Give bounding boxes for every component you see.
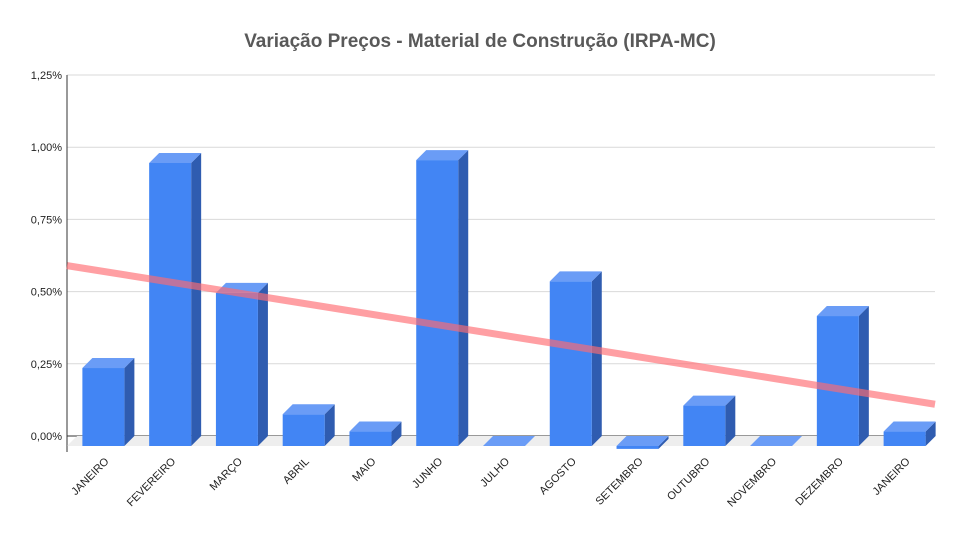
bar-top xyxy=(483,436,535,446)
bar-front xyxy=(149,162,192,446)
y-tick-label: 1,25% xyxy=(31,70,62,82)
x-tick-label: JANEIRO xyxy=(69,455,112,498)
bar xyxy=(683,395,736,446)
x-tick-label: JUNHO xyxy=(410,455,446,491)
x-axis: JANEIRO FEVEREIRO MARÇO ABRIL MAIO JUNHO JULHO… xyxy=(69,455,913,509)
bar-top xyxy=(82,358,135,369)
x-tick-label: AGOSTO xyxy=(537,455,579,497)
bar xyxy=(616,436,669,449)
bar-front xyxy=(282,414,325,446)
x-tick-label: JULHO xyxy=(478,455,512,489)
bar-side xyxy=(458,150,469,446)
bar-top xyxy=(816,306,869,317)
bar-side xyxy=(324,404,335,446)
bar-front xyxy=(215,292,258,446)
bar-top xyxy=(282,404,335,415)
trendline-path xyxy=(66,262,936,408)
bar-front xyxy=(683,405,726,446)
x-tick-label: MARÇO xyxy=(208,455,246,493)
bar-top xyxy=(883,421,936,432)
x-tick-label: ABRIL xyxy=(281,456,312,487)
y-axis: 0,00% 0,25% 0,50% 0,75% 1,00% 1,25% xyxy=(31,70,68,452)
bar-side xyxy=(124,358,135,446)
bar-side xyxy=(725,395,736,446)
x-tick-label: JANEIRO xyxy=(871,455,914,498)
bar xyxy=(149,152,202,446)
bar xyxy=(883,421,936,446)
bar-top xyxy=(750,436,803,446)
bar-side xyxy=(591,271,602,446)
bar xyxy=(282,404,335,446)
bar-side xyxy=(858,306,869,446)
x-tick-label: FEVEREIRO xyxy=(125,455,179,509)
y-tick-label: 0,50% xyxy=(31,287,62,299)
bar-side xyxy=(391,421,402,446)
bar xyxy=(215,282,268,446)
bar xyxy=(82,358,135,446)
y-tick-label: 1,00% xyxy=(31,142,62,154)
bar-top xyxy=(349,421,402,432)
bar-front xyxy=(416,160,459,446)
bar-top xyxy=(416,150,469,161)
x-tick-label: DEZEMBRO xyxy=(793,455,846,508)
bar-top xyxy=(149,152,202,163)
x-tick-label: NOVEMBRO xyxy=(725,455,779,509)
bar xyxy=(750,436,803,446)
bar-top xyxy=(549,271,602,282)
bar-top xyxy=(683,395,736,406)
y-tick-label: 0,00% xyxy=(31,431,62,443)
chart-title: Variação Preços - Material de Construção… xyxy=(244,31,716,52)
bar xyxy=(816,306,869,446)
bar-front xyxy=(349,431,392,446)
bar-side xyxy=(191,152,202,446)
bar-front xyxy=(883,431,926,446)
bar xyxy=(549,271,602,446)
bar-side xyxy=(925,421,936,446)
bar xyxy=(349,421,402,446)
x-tick-label: SETEMBRO xyxy=(594,455,646,507)
bar-side xyxy=(658,436,669,449)
y-tick-label: 0,75% xyxy=(31,214,62,226)
bar xyxy=(483,436,535,446)
bar-front xyxy=(82,368,125,446)
bar-side xyxy=(257,282,268,446)
x-tick-label: MAIO xyxy=(350,455,379,484)
bar xyxy=(416,150,469,446)
bars xyxy=(82,150,936,449)
bar-top xyxy=(616,436,669,446)
bar-front xyxy=(549,281,592,446)
bar-front xyxy=(616,446,659,449)
x-tick-label: OUTUBRO xyxy=(665,455,713,503)
bar-front xyxy=(816,316,859,446)
y-tick-label: 0,25% xyxy=(31,359,62,371)
trendline xyxy=(66,262,936,408)
